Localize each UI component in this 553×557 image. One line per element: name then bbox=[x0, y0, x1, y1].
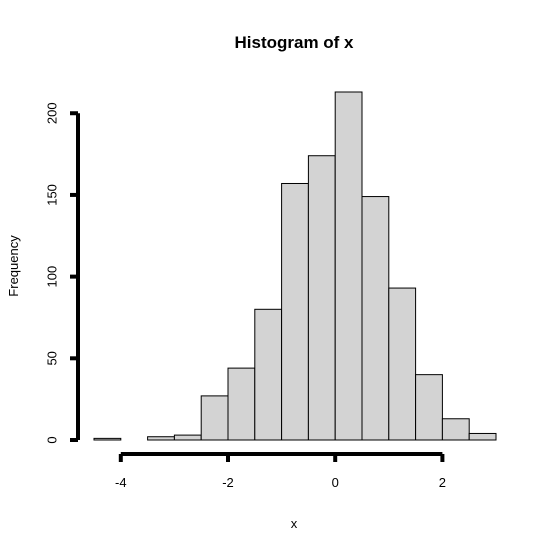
histogram-bar bbox=[468, 432, 497, 441]
y-axis-label: Frequency bbox=[6, 235, 21, 297]
chart-title: Histogram of x bbox=[234, 33, 354, 52]
bars-group bbox=[93, 91, 497, 441]
y-tick-label: 50 bbox=[44, 351, 59, 365]
histogram-bar bbox=[93, 437, 122, 441]
x-tick-label: -4 bbox=[115, 475, 127, 490]
x-axis: -4 -2 0 2 bbox=[115, 452, 446, 490]
y-tick-label: 0 bbox=[44, 436, 59, 443]
histogram-bar bbox=[200, 395, 229, 441]
x-tick-label: -2 bbox=[222, 475, 234, 490]
histogram-bar bbox=[334, 91, 363, 441]
histogram-bar bbox=[254, 308, 283, 441]
histogram-bar bbox=[281, 182, 309, 441]
histogram-bar bbox=[147, 436, 175, 441]
y-axis: 0 50 100 150 200 bbox=[44, 102, 80, 444]
histogram-bar bbox=[415, 374, 443, 441]
y-tick-label: 200 bbox=[44, 102, 59, 124]
x-axis-label: x bbox=[291, 516, 298, 531]
histogram-bar bbox=[441, 418, 470, 441]
histogram-bar bbox=[388, 287, 417, 441]
histogram-bar bbox=[361, 196, 390, 441]
x-tick-label: 2 bbox=[439, 475, 446, 490]
x-tick-label: 0 bbox=[332, 475, 339, 490]
histogram-bar bbox=[227, 367, 256, 441]
y-tick-label: 100 bbox=[44, 266, 59, 288]
y-tick-label: 150 bbox=[44, 184, 59, 206]
histogram-bar bbox=[173, 434, 202, 441]
histogram-bar bbox=[307, 155, 336, 441]
